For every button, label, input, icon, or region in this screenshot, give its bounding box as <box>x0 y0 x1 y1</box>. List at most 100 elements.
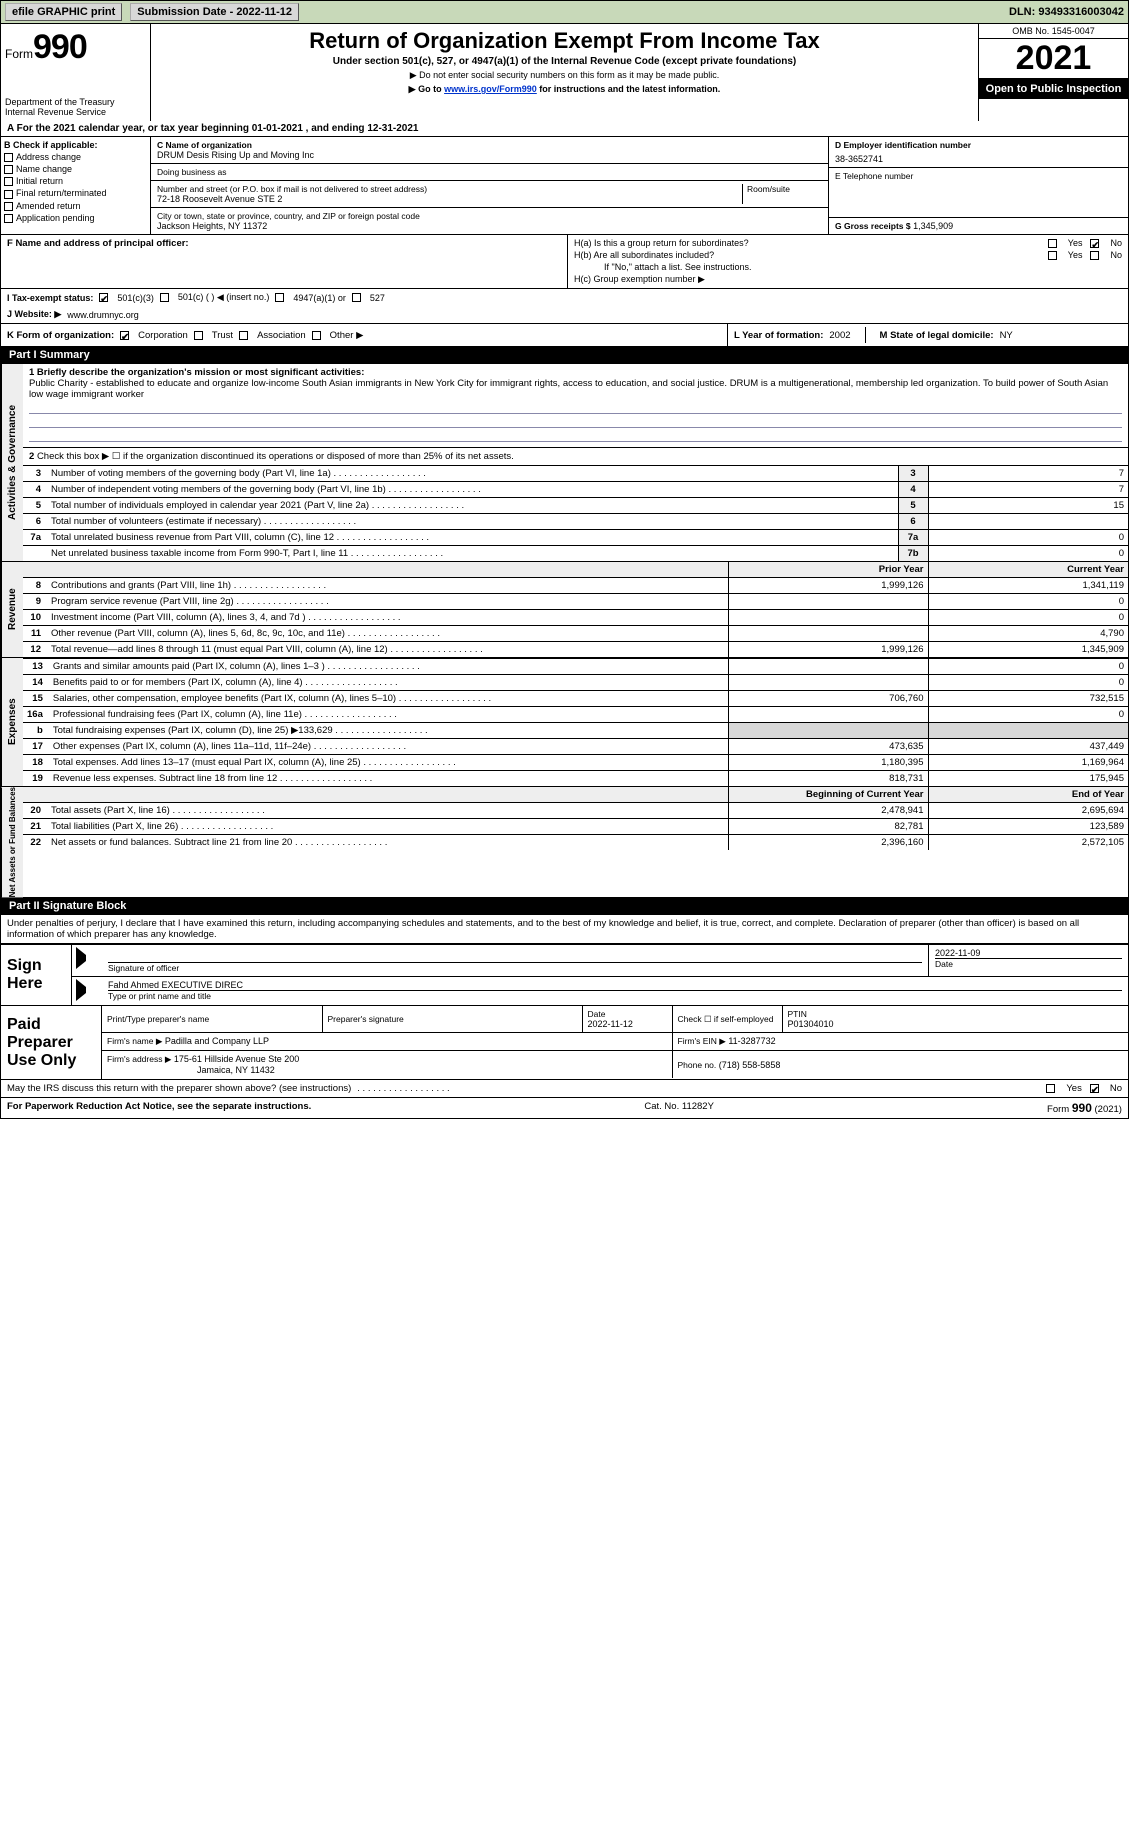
submission-date: Submission Date - 2022-11-12 <box>130 3 299 21</box>
blank-line <box>29 402 1122 414</box>
checkbox-icon[interactable] <box>4 177 13 186</box>
cat-no: Cat. No. 11282Y <box>644 1101 714 1115</box>
irs-label: Internal Revenue Service <box>5 107 146 117</box>
box-b-label: B Check if applicable: <box>4 140 147 150</box>
box-b-option: Final return/terminated <box>4 188 147 198</box>
side-exp-label: Expenses <box>1 658 23 786</box>
side-rev-label: Revenue <box>1 562 23 657</box>
checkbox-icon[interactable] <box>4 214 13 223</box>
gross-label: G Gross receipts $ <box>835 221 911 231</box>
opt-corp: Corporation <box>138 330 188 341</box>
table-row: 21Total liabilities (Part X, line 26)82,… <box>23 819 1128 835</box>
checkbox-icon[interactable] <box>194 331 203 340</box>
header-middle: Return of Organization Exempt From Incom… <box>151 24 978 121</box>
checkbox-icon[interactable] <box>4 202 13 211</box>
checkbox-icon[interactable] <box>1090 251 1099 260</box>
prep-date-label: Date <box>588 1009 606 1019</box>
h-b-label: H(b) Are all subordinates included? <box>574 250 714 260</box>
gov-section: Activities & Governance 1 Briefly descri… <box>0 364 1129 562</box>
part2-header: Part II Signature Block <box>0 898 1129 915</box>
sign-here-label: Sign Here <box>1 945 71 1005</box>
dba-label: Doing business as <box>157 167 822 177</box>
yes-label: Yes <box>1068 238 1083 248</box>
rev-section: Revenue Prior YearCurrent Year 8Contribu… <box>0 562 1129 658</box>
checkbox-icon[interactable] <box>4 153 13 162</box>
checkbox-icon[interactable] <box>4 165 13 174</box>
box-l-m: L Year of formation: 2002 M State of leg… <box>728 324 1128 346</box>
firm-phone: (718) 558-5858 <box>719 1060 781 1070</box>
table-row: 17Other expenses (Part IX, column (A), l… <box>23 739 1128 755</box>
box-b: B Check if applicable: Address changeNam… <box>1 137 151 234</box>
box-deg: D Employer identification number 38-3652… <box>828 137 1128 234</box>
checkbox-icon[interactable] <box>352 293 361 302</box>
note2-prefix: ▶ Go to <box>409 84 444 94</box>
side-net-label: Net Assets or Fund Balances <box>1 787 23 897</box>
box-k-label: K Form of organization: <box>7 330 114 341</box>
checkbox-icon[interactable] <box>312 331 321 340</box>
box-f-label: F Name and address of principal officer: <box>7 238 189 249</box>
date-label: Date <box>935 958 1122 969</box>
table-row: 19Revenue less expenses. Subtract line 1… <box>23 771 1128 787</box>
box-b-option: Amended return <box>4 201 147 211</box>
identity-block: B Check if applicable: Address changeNam… <box>0 137 1129 235</box>
checkbox-icon[interactable] <box>160 293 169 302</box>
checkbox-icon[interactable] <box>1048 251 1057 260</box>
no-label: No <box>1110 1083 1122 1094</box>
opt-other: Other ▶ <box>330 330 364 341</box>
dept-treasury: Department of the Treasury <box>5 97 146 107</box>
checkbox-icon[interactable] <box>4 190 13 199</box>
form-header: Form990 Department of the Treasury Inter… <box>0 24 1129 121</box>
phone-label: E Telephone number <box>835 171 1122 181</box>
pra-notice: For Paperwork Reduction Act Notice, see … <box>7 1101 311 1115</box>
firm-ein-label: Firm's EIN ▶ <box>678 1036 726 1046</box>
checkbox-icon[interactable] <box>1048 239 1057 248</box>
h-b-note: If "No," attach a list. See instructions… <box>574 262 1122 272</box>
h-a-label: H(a) Is this a group return for subordin… <box>574 238 749 248</box>
dln-label: DLN: 93493316003042 <box>1009 6 1124 18</box>
box-f: F Name and address of principal officer: <box>1 235 568 288</box>
city-value: Jackson Heights, NY 11372 <box>157 221 822 231</box>
form-number: 990 <box>33 28 87 66</box>
checkbox-checked-icon[interactable] <box>99 293 108 302</box>
net-table: Beginning of Current YearEnd of Year 20T… <box>23 787 1128 850</box>
firm-name-label: Firm's name ▶ <box>107 1036 162 1046</box>
tax-year: 2021 <box>979 39 1128 79</box>
box-m-label: M State of legal domicile: <box>880 330 994 341</box>
table-row: 20Total assets (Part X, line 16)2,478,94… <box>23 803 1128 819</box>
checkbox-icon[interactable] <box>239 331 248 340</box>
table-row: bTotal fundraising expenses (Part IX, co… <box>23 723 1128 739</box>
beg-year-header: Beginning of Current Year <box>728 787 928 803</box>
ptin-label: PTIN <box>788 1009 807 1019</box>
name-title-label: Type or print name and title <box>108 990 1122 1001</box>
checkbox-icon[interactable] <box>275 293 284 302</box>
box-c: C Name of organization DRUM Desis Rising… <box>151 137 828 234</box>
end-year-header: End of Year <box>928 787 1128 803</box>
table-row: 14Benefits paid to or for members (Part … <box>23 675 1128 691</box>
header-right: OMB No. 1545-0047 2021 Open to Public In… <box>978 24 1128 121</box>
checkbox-icon[interactable] <box>1046 1084 1055 1093</box>
no-label: No <box>1110 250 1122 260</box>
box-j-label: J Website: ▶ <box>7 309 61 320</box>
open-to-public: Open to Public Inspection <box>979 79 1128 99</box>
org-name: DRUM Desis Rising Up and Moving Inc <box>157 150 822 160</box>
table-row: 5Total number of individuals employed in… <box>23 498 1128 514</box>
addr-label: Number and street (or P.O. box if mail i… <box>157 184 742 194</box>
top-bar: efile GRAPHIC print Submission Date - 20… <box>0 0 1129 24</box>
ptin-value: P01304010 <box>788 1019 834 1029</box>
checkbox-checked-icon[interactable] <box>1090 239 1099 248</box>
box-f-value <box>7 249 561 279</box>
exp-table: 13Grants and similar amounts paid (Part … <box>23 658 1128 786</box>
line2-text: Check this box ▶ ☐ if the organization d… <box>37 451 514 462</box>
box-i-label: I Tax-exempt status: <box>7 293 93 303</box>
yes-label: Yes <box>1066 1083 1082 1094</box>
checkbox-checked-icon[interactable] <box>1090 1084 1099 1093</box>
k-l-m-row: K Form of organization: Corporation Trus… <box>0 324 1129 347</box>
form-word: Form <box>5 47 33 61</box>
checkbox-checked-icon[interactable] <box>120 331 129 340</box>
table-row: 7aTotal unrelated business revenue from … <box>23 530 1128 546</box>
paid-table: Print/Type preparer's name Preparer's si… <box>102 1006 1128 1078</box>
table-row: 6Total number of volunteers (estimate if… <box>23 514 1128 530</box>
org-name-label: C Name of organization <box>157 140 822 150</box>
blank-line <box>29 430 1122 442</box>
irs-link[interactable]: www.irs.gov/Form990 <box>444 84 537 94</box>
